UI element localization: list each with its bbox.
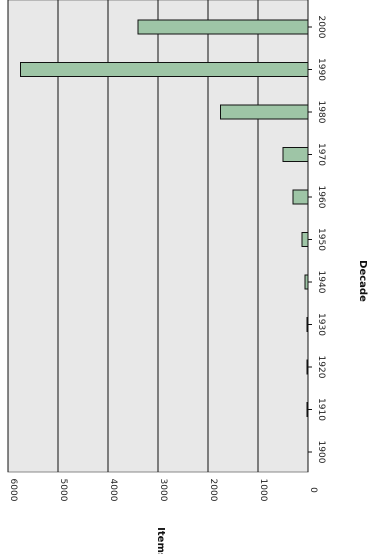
category-tick-label: 1990 (316, 58, 326, 81)
bar-1940 (304, 274, 309, 290)
bar-1990 (20, 62, 309, 77)
bar-1960 (292, 189, 309, 205)
category-tick-label: 1900 (316, 441, 326, 464)
value-tick-label: 6000 (8, 479, 18, 502)
bar-2000 (137, 19, 309, 35)
bar-1980 (220, 104, 309, 120)
x-axis-title: Decade (357, 260, 368, 302)
category-tick-label: 1970 (316, 143, 326, 166)
gridlines (7, 0, 309, 472)
bar-1950 (301, 232, 309, 247)
value-tick-label: 5000 (58, 479, 68, 502)
category-tick-label: 1960 (316, 186, 326, 209)
value-tick-labels: 0 1000 2000 3000 4000 5000 6000 (8, 479, 318, 502)
value-tick-label: 0 (308, 487, 318, 493)
category-tick-label: 1950 (316, 228, 326, 251)
bar-1930 (306, 317, 309, 332)
bar-1970 (282, 147, 309, 162)
value-tick-label: 3000 (158, 479, 168, 502)
bar-1920 (306, 359, 309, 375)
y-axis-title: Items (155, 527, 166, 554)
category-tick-label: 1940 (316, 271, 326, 294)
category-tick-label: 1930 (316, 313, 326, 336)
category-tick-label: 1980 (316, 101, 326, 124)
value-tick-label: 2000 (208, 479, 218, 502)
category-tick-label: 1920 (316, 356, 326, 379)
category-tick-labels: 1900 1910 1920 1930 1940 1950 1960 1970 1980 1990… (308, 16, 326, 464)
category-tick-label: 1910 (316, 398, 326, 421)
bar-1910 (306, 402, 309, 417)
value-tick-label: 1000 (258, 479, 268, 502)
value-tick-label: 4000 (108, 479, 118, 502)
category-tick-label: 2000 (316, 16, 326, 39)
